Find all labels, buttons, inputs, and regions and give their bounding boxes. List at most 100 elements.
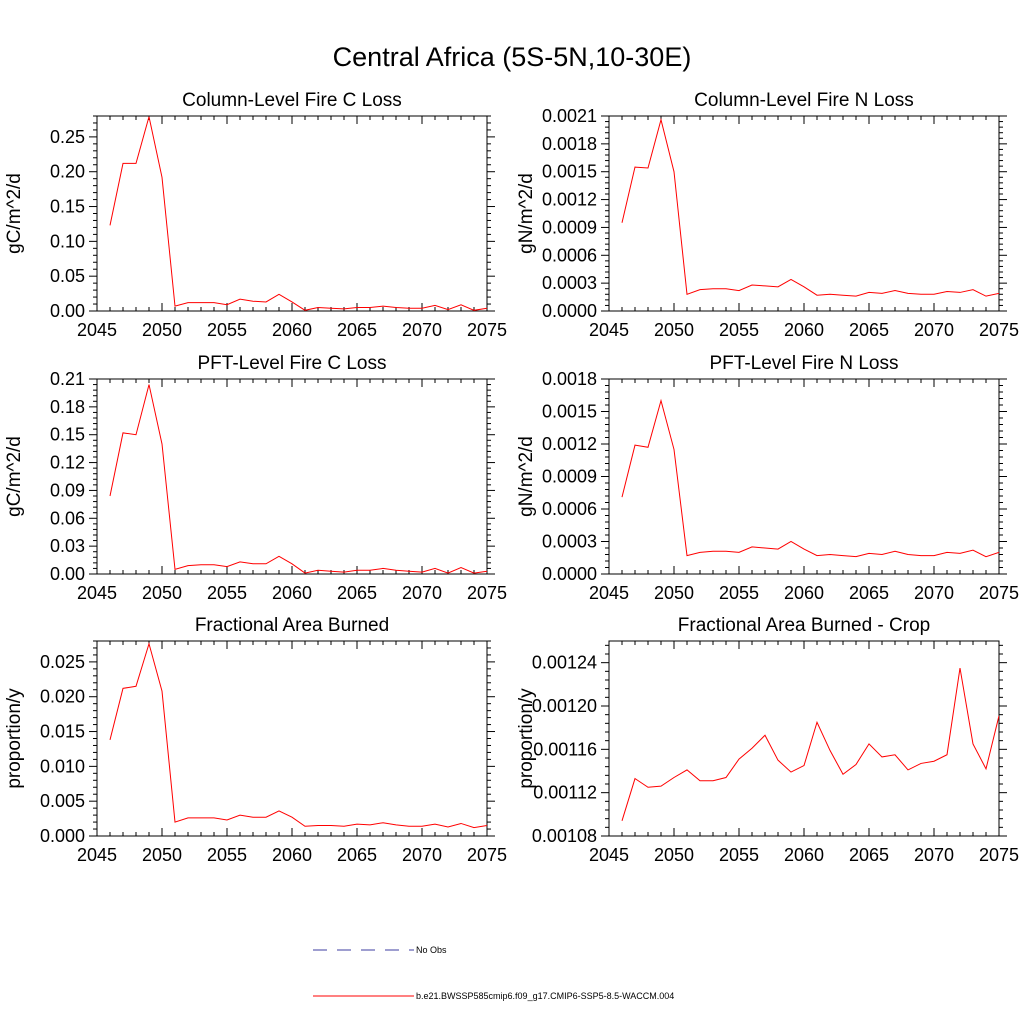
y-tick-label: 0.21 bbox=[50, 369, 85, 389]
y-tick-label: 0.15 bbox=[50, 425, 85, 445]
x-tick-label: 2065 bbox=[849, 583, 889, 603]
y-axis-label: proportion/y bbox=[516, 688, 537, 789]
plot-frame bbox=[608, 378, 1000, 575]
panels: 2045 2050 2055 2060 2065 2070 2075 0.00 0.05 0.10… bbox=[4, 90, 1019, 865]
x-tick-label: 2045 bbox=[77, 320, 117, 340]
y-tick-label: 0.0021 bbox=[542, 106, 597, 126]
panel-title: PFT-Level Fire C Loss bbox=[198, 353, 387, 374]
x-tick-label: 2050 bbox=[654, 845, 694, 865]
chart-panel-3: 2045 2050 2055 2060 2065 2070 2075 0.00 0.03 0.06… bbox=[4, 353, 507, 603]
panel-title: Column-Level Fire C Loss bbox=[182, 90, 402, 111]
x-tick-label: 2050 bbox=[654, 583, 694, 603]
plot-frame bbox=[96, 640, 488, 837]
x-tick-label: 2075 bbox=[979, 583, 1019, 603]
y-tick-label: 0.15 bbox=[50, 197, 85, 217]
x-tick-label: 2055 bbox=[207, 845, 247, 865]
y-tick-label: 0.0006 bbox=[542, 245, 597, 265]
chart-panel-2: 2045 2050 2055 2060 2065 2070 2075 0.0000 0.0003… bbox=[516, 90, 1019, 340]
y-tick-label: 0.06 bbox=[50, 508, 85, 528]
y-tick-label: 0.10 bbox=[50, 231, 85, 251]
y-tick-label: 0.0012 bbox=[542, 190, 597, 210]
x-tick-label: 2055 bbox=[719, 320, 759, 340]
x-tick-label: 2070 bbox=[402, 320, 442, 340]
y-tick-label: 0.0015 bbox=[542, 162, 597, 182]
legend: No Obs b.e21.BWSSP585cmip6.f09_g17.CMIP6… bbox=[313, 945, 674, 1001]
y-tick-label: 0.0003 bbox=[542, 532, 597, 552]
y-tick-label: 0.0015 bbox=[542, 402, 597, 422]
y-tick-label: 0.00116 bbox=[533, 739, 597, 759]
y-tick-label: 0.015 bbox=[40, 722, 85, 742]
x-tick-label: 2055 bbox=[719, 583, 759, 603]
y-tick-label: 0.00 bbox=[50, 564, 85, 584]
y-tick-label: 0.0000 bbox=[542, 301, 597, 321]
x-tick-label: 2070 bbox=[914, 845, 954, 865]
y-axis-label: proportion/y bbox=[4, 688, 25, 789]
x-tick-label: 2045 bbox=[77, 845, 117, 865]
panel-title: Fractional Area Burned bbox=[195, 615, 389, 636]
y-tick-label: 0.00 bbox=[50, 301, 85, 321]
chart-panel-5: 2045 2050 2055 2060 2065 2070 2075 0.000 0.005 0.… bbox=[4, 615, 507, 865]
plot-frame bbox=[608, 640, 1000, 837]
x-tick-label: 2050 bbox=[142, 583, 182, 603]
series-line-1 bbox=[621, 398, 999, 558]
x-tick-label: 2060 bbox=[784, 583, 824, 603]
x-tick-label: 2045 bbox=[589, 583, 629, 603]
y-tick-label: 0.25 bbox=[50, 127, 85, 147]
y-tick-label: 0.020 bbox=[40, 687, 85, 707]
legend-label-model: b.e21.BWSSP585cmip6.f09_g17.CMIP6-SSP5-8… bbox=[416, 991, 674, 1001]
x-tick-label: 2065 bbox=[849, 845, 889, 865]
x-tick-label: 2050 bbox=[142, 845, 182, 865]
y-tick-label: 0.0018 bbox=[542, 134, 597, 154]
y-tick-label: 0.20 bbox=[50, 162, 85, 182]
x-tick-label: 2045 bbox=[589, 320, 629, 340]
y-tick-label: 0.00108 bbox=[532, 826, 597, 846]
y-tick-label: 0.12 bbox=[50, 453, 85, 473]
y-axis-label: gC/m^2/d bbox=[4, 436, 25, 517]
y-axis-label: gC/m^2/d bbox=[4, 173, 25, 254]
x-tick-label: 2060 bbox=[272, 845, 312, 865]
y-tick-label: 0.0003 bbox=[542, 273, 597, 293]
y-tick-label: 0.0009 bbox=[542, 467, 597, 487]
y-tick-label: 0.09 bbox=[50, 480, 85, 500]
series-line-1 bbox=[109, 384, 487, 574]
x-tick-label: 2070 bbox=[402, 583, 442, 603]
y-tick-label: 0.0006 bbox=[542, 499, 597, 519]
x-tick-label: 2065 bbox=[337, 583, 377, 603]
x-tick-label: 2075 bbox=[979, 320, 1019, 340]
y-tick-label: 0.0012 bbox=[542, 434, 597, 454]
x-tick-label: 2045 bbox=[77, 583, 117, 603]
y-tick-label: 0.0018 bbox=[542, 369, 597, 389]
y-tick-label: 0.010 bbox=[40, 756, 85, 776]
y-tick-label: 0.00112 bbox=[533, 783, 597, 803]
series-line-1 bbox=[621, 117, 999, 297]
x-tick-label: 2055 bbox=[207, 320, 247, 340]
y-tick-label: 0.00124 bbox=[532, 653, 597, 673]
figure-title: Central Africa (5S-5N,10-30E) bbox=[333, 42, 692, 72]
x-tick-label: 2050 bbox=[654, 320, 694, 340]
y-tick-label: 0.000 bbox=[40, 826, 85, 846]
x-tick-label: 2060 bbox=[784, 845, 824, 865]
chart-panel-1: 2045 2050 2055 2060 2065 2070 2075 0.00 0.05 0.10… bbox=[4, 90, 507, 340]
x-tick-label: 2075 bbox=[467, 320, 507, 340]
x-tick-label: 2060 bbox=[272, 583, 312, 603]
x-tick-label: 2055 bbox=[719, 845, 759, 865]
chart-panel-4: 2045 2050 2055 2060 2065 2070 2075 0.0000 0.0003… bbox=[516, 353, 1019, 603]
x-tick-label: 2065 bbox=[337, 320, 377, 340]
x-tick-label: 2045 bbox=[589, 845, 629, 865]
x-tick-label: 2075 bbox=[467, 583, 507, 603]
y-axis-label: gN/m^2/d bbox=[516, 436, 537, 517]
plot-frame bbox=[96, 378, 488, 575]
y-tick-label: 0.18 bbox=[50, 397, 85, 417]
x-tick-label: 2065 bbox=[337, 845, 377, 865]
x-tick-label: 2060 bbox=[272, 320, 312, 340]
y-axis-label: gN/m^2/d bbox=[516, 173, 537, 254]
panel-title: Fractional Area Burned - Crop bbox=[678, 615, 930, 636]
x-tick-label: 2070 bbox=[914, 320, 954, 340]
y-tick-label: 0.03 bbox=[50, 536, 85, 556]
x-tick-label: 2070 bbox=[914, 583, 954, 603]
panel-title: PFT-Level Fire N Loss bbox=[710, 353, 899, 374]
series-line-1 bbox=[109, 641, 487, 829]
y-tick-label: 0.00120 bbox=[532, 696, 597, 716]
x-tick-label: 2065 bbox=[849, 320, 889, 340]
